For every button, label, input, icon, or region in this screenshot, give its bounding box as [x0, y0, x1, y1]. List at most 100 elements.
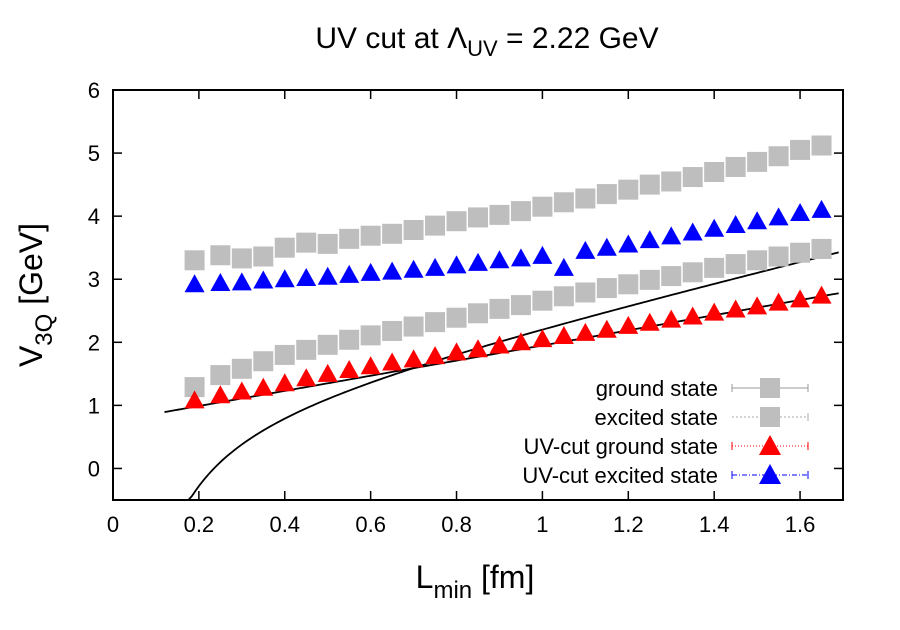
data-point — [468, 207, 488, 228]
data-point — [468, 339, 488, 358]
data-point — [725, 156, 746, 177]
legend-label: UV-cut excited state — [522, 463, 718, 488]
data-point — [811, 199, 832, 218]
y-axis-label-unit: [GeV] — [13, 223, 49, 314]
legend-item-uv-cut-ground-state: UV-cut ground state — [524, 434, 809, 459]
chart-title-symbol: Λ — [447, 22, 467, 55]
chart-title-symbol-sub: UV — [467, 36, 498, 61]
x-axis-label: Lmin [fm] — [416, 559, 535, 604]
data-point — [618, 234, 639, 253]
data-point — [446, 307, 467, 328]
data-point — [790, 242, 811, 263]
data-point — [382, 223, 403, 244]
data-point — [425, 257, 446, 276]
chart-title: UV cut at ΛUV = 2.22 GeV — [315, 22, 658, 61]
data-point — [725, 254, 746, 275]
data-point — [682, 167, 703, 188]
data-point — [274, 344, 295, 365]
data-point — [661, 171, 682, 192]
y-tick-label: 5 — [88, 141, 100, 166]
x-tick-label: 0.2 — [184, 512, 215, 537]
data-point — [768, 246, 789, 267]
data-point — [317, 266, 338, 285]
legend-label: excited state — [594, 405, 718, 430]
x-tick-label: 0.8 — [441, 512, 472, 537]
data-point — [253, 351, 274, 372]
x-axis-label-main: L — [416, 559, 434, 595]
chart-title-prefix: UV cut at — [315, 22, 447, 55]
legend-item-ground-state: ground state — [596, 376, 809, 401]
data-point — [510, 332, 531, 351]
x-axis-label-sub: min — [433, 577, 472, 604]
data-point — [747, 296, 768, 315]
x-tick-label: 1.6 — [785, 512, 816, 537]
data-point — [403, 220, 424, 241]
data-point — [553, 286, 574, 307]
data-point — [682, 306, 703, 325]
data-point — [360, 225, 381, 246]
data-point — [296, 232, 317, 253]
data-point — [747, 211, 768, 230]
data-point — [704, 302, 725, 321]
data-point — [682, 262, 703, 283]
data-point — [510, 201, 531, 222]
data-point — [553, 192, 574, 213]
data-point — [639, 174, 660, 195]
y-tick-label: 6 — [88, 78, 100, 103]
data-point — [596, 184, 617, 205]
x-tick-label: 1.2 — [613, 512, 644, 537]
data-point — [446, 342, 467, 361]
data-point — [682, 222, 703, 241]
data-point — [360, 356, 381, 375]
data-point — [210, 245, 231, 266]
data-point — [790, 203, 811, 221]
data-point — [489, 204, 510, 225]
data-points — [184, 135, 832, 409]
data-point — [811, 238, 832, 259]
data-point — [618, 179, 639, 200]
legend-square-marker — [760, 407, 780, 427]
data-point — [425, 346, 446, 365]
legend-label: UV-cut ground state — [524, 434, 718, 459]
data-point — [274, 237, 295, 258]
data-point — [274, 269, 295, 288]
series-excited-state — [184, 135, 832, 271]
data-point — [446, 255, 467, 274]
data-point — [317, 233, 338, 254]
fit-curve — [128, 251, 839, 501]
x-tick-label: 0.6 — [355, 512, 386, 537]
data-point — [231, 272, 252, 291]
data-point — [575, 240, 596, 259]
legend: ground state excited state UV-cut ground… — [522, 376, 809, 488]
data-point — [725, 299, 746, 318]
data-point — [231, 358, 252, 379]
data-point — [296, 267, 317, 286]
data-point — [425, 215, 446, 236]
x-tick-label: 1 — [536, 512, 548, 537]
y-axis-label-sub: 3Q — [31, 314, 58, 346]
data-point — [575, 188, 596, 209]
ticks-layer: 0 0.2 0.4 0.6 0.8 1 1.2 1.4 1.6 0 1 2 3 4 5 6 — [88, 78, 843, 537]
data-point — [596, 237, 617, 256]
data-point — [811, 285, 832, 304]
data-point — [575, 282, 596, 303]
data-point — [768, 292, 789, 311]
data-point — [274, 373, 295, 392]
data-point — [768, 146, 789, 167]
data-point — [790, 289, 811, 308]
data-point — [811, 135, 832, 156]
data-point — [339, 264, 360, 283]
y-tick-label: 3 — [88, 267, 100, 292]
data-point — [704, 162, 725, 182]
data-point — [468, 252, 488, 271]
data-point — [639, 269, 660, 290]
x-tick-label: 0.4 — [269, 512, 300, 537]
x-tick-label: 0 — [107, 512, 119, 537]
data-point — [210, 273, 231, 292]
data-point — [231, 248, 252, 269]
data-point — [596, 319, 617, 338]
data-point — [253, 246, 274, 267]
y-axis-label-main: V — [13, 345, 49, 367]
y-axis-label: V3Q [GeV] — [13, 223, 58, 367]
